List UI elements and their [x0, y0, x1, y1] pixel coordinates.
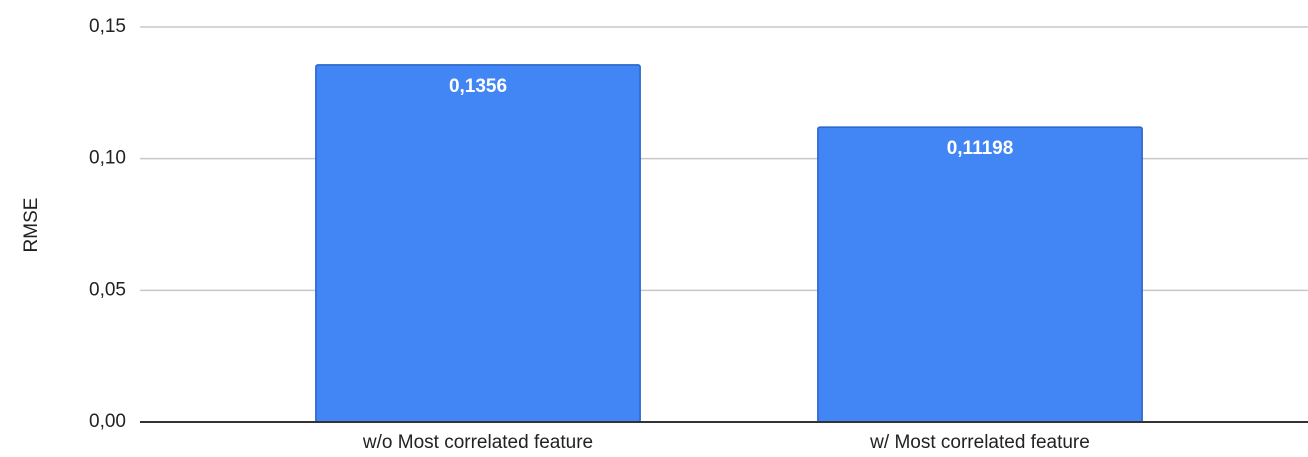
y-tick-label: 0,15 — [89, 16, 126, 37]
value-label: 0,1356 — [449, 76, 507, 97]
y-axis-label: RMSE — [21, 198, 42, 253]
x-tick-label: w/ Most correlated feature — [869, 432, 1090, 453]
value-label: 0,11198 — [947, 138, 1014, 159]
bar — [817, 126, 1143, 423]
x-tick-label: w/o Most correlated feature — [362, 432, 593, 453]
y-tick-label: 0,10 — [89, 148, 126, 169]
y-tick-label: 0,00 — [89, 411, 126, 432]
bar — [315, 64, 641, 423]
y-tick-label: 0,05 — [89, 279, 126, 300]
